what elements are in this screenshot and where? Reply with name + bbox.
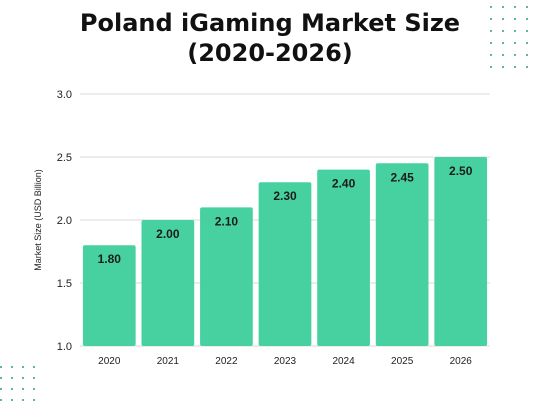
decorative-dot [514,66,517,69]
decorative-dot [502,30,505,33]
y-tick-label: 2.0 [57,215,72,227]
decorative-dot [11,399,14,402]
data-label-2023: 2.30 [273,189,297,203]
bar-2021 [141,220,195,346]
decorative-dot [490,18,493,21]
x-tick-label-2020: 2020 [98,356,121,367]
decorative-dot [33,366,36,369]
decorative-dot [514,42,517,45]
x-tick-label-2026: 2026 [450,356,473,367]
y-tick-label: 3.0 [57,89,72,101]
decorative-dot [22,388,25,391]
data-label-2025: 2.45 [390,170,414,184]
chart-title-line1: Poland iGaming Market Size [79,9,461,37]
x-tick-label-2025: 2025 [391,356,414,367]
decorative-dot [22,399,25,402]
data-label-2020: 1.80 [98,252,122,266]
bar-2026 [434,157,488,346]
decorative-dot [33,388,36,391]
bar-2023 [258,182,312,346]
bar-2022 [200,207,253,346]
x-tick-label-2021: 2021 [157,356,180,367]
decorative-dot [11,388,14,391]
y-tick-labels: 1.0 1.5 2.0 2.5 3.0 [57,89,72,353]
decorative-dot [490,6,493,9]
x-tick-label-2022: 2022 [215,356,238,367]
data-labels: 1.80 2.00 2.10 2.30 2.40 2.45 2.50 [98,164,473,266]
decorative-dot [502,66,505,69]
y-tick-label: 1.0 [57,341,72,353]
decorative-dot [502,6,505,9]
decorative-dot [490,54,493,57]
decorative-dot [490,30,493,33]
decorative-dot [526,54,529,57]
decorative-dot [526,42,529,45]
decorative-dot [526,30,529,33]
decorative-dot [0,399,3,402]
chart-title: Poland iGaming Market Size (2020-2026) [0,8,540,68]
decorative-dot-grid-top-right [490,6,540,72]
decorative-dot [0,377,3,380]
y-tick-label: 2.5 [57,152,72,164]
decorative-dot [502,42,505,45]
decorative-dot [514,6,517,9]
chart-title-line2: (2020-2026) [187,39,353,67]
decorative-dot [502,18,505,21]
decorative-dot [526,6,529,9]
decorative-dot [33,399,36,402]
decorative-dot [526,18,529,21]
decorative-dot [0,388,3,391]
decorative-dot-grid-bottom-left [0,366,40,407]
data-label-2022: 2.10 [215,214,239,228]
decorative-dot [514,30,517,33]
decorative-dot [33,377,36,380]
decorative-dot [514,18,517,21]
decorative-dot [490,42,493,45]
decorative-dot [22,366,25,369]
decorative-dot [490,66,493,69]
data-label-2021: 2.00 [156,227,180,241]
y-tick-label: 1.5 [57,278,72,290]
bars [82,157,488,346]
x-tick-label-2023: 2023 [274,356,297,367]
bar-2025 [375,163,429,346]
bar-2020 [82,245,136,346]
x-tick-label-2024: 2024 [332,356,355,367]
data-label-2026: 2.50 [449,164,473,178]
decorative-dot [502,54,505,57]
y-axis-label: Market Size (USD Billion) [33,169,43,271]
decorative-dot [11,377,14,380]
bar-2024 [317,169,370,346]
decorative-dot [0,366,3,369]
decorative-dot [526,66,529,69]
decorative-dot [514,54,517,57]
data-label-2024: 2.40 [332,177,356,191]
decorative-dot [22,377,25,380]
x-tick-labels: 2020 2021 2022 2023 2024 2025 2026 [98,356,472,367]
decorative-dot [11,366,14,369]
